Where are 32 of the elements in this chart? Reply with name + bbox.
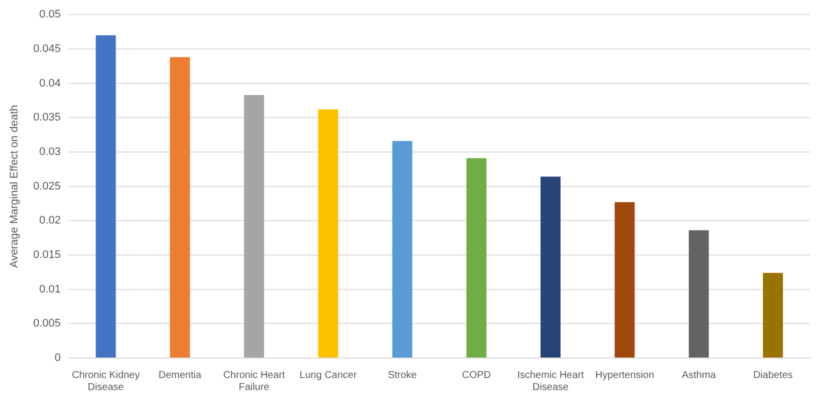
y-tick-label: 0.025 — [33, 180, 61, 192]
bar — [540, 176, 561, 358]
y-tick-label: 0.045 — [33, 42, 61, 55]
x-tick-label: Diabetes — [753, 370, 793, 381]
x-tick-label: Stroke — [388, 370, 418, 381]
y-axis-title: Average Marginal Effect on death — [8, 104, 21, 268]
y-tick-label: 0.02 — [39, 214, 61, 227]
x-tick-label: Hypertension — [595, 370, 654, 381]
y-tick-label: 0.005 — [33, 318, 61, 330]
x-tick-label: Ischemic Heart Disease — [517, 370, 584, 393]
x-tick-label: Chronic Heart Failure — [223, 370, 286, 393]
y-tick-label: 0.04 — [39, 77, 61, 90]
bar — [762, 272, 783, 358]
bar — [614, 202, 635, 358]
y-tick-label: 0.03 — [39, 146, 61, 158]
bar — [466, 158, 486, 358]
bar — [318, 109, 338, 358]
y-tick-label: 0.05 — [39, 8, 61, 21]
x-tick-label: Lung Cancer — [300, 370, 358, 381]
bar — [170, 57, 190, 358]
bar — [392, 140, 412, 358]
x-tick-label: Chronic Kidney Disease — [72, 370, 140, 393]
y-tick-label: 0.035 — [33, 112, 61, 124]
y-tick-label: 0.01 — [39, 283, 61, 296]
y-tick-label: 0.015 — [33, 249, 61, 262]
bar — [244, 94, 264, 358]
y-tick-label: 0 — [54, 352, 61, 364]
bar — [96, 35, 116, 358]
x-tick-label: COPD — [462, 370, 491, 381]
x-tick-label: Asthma — [682, 370, 716, 381]
bar — [688, 230, 709, 358]
x-tick-label: Dementia — [158, 370, 202, 381]
